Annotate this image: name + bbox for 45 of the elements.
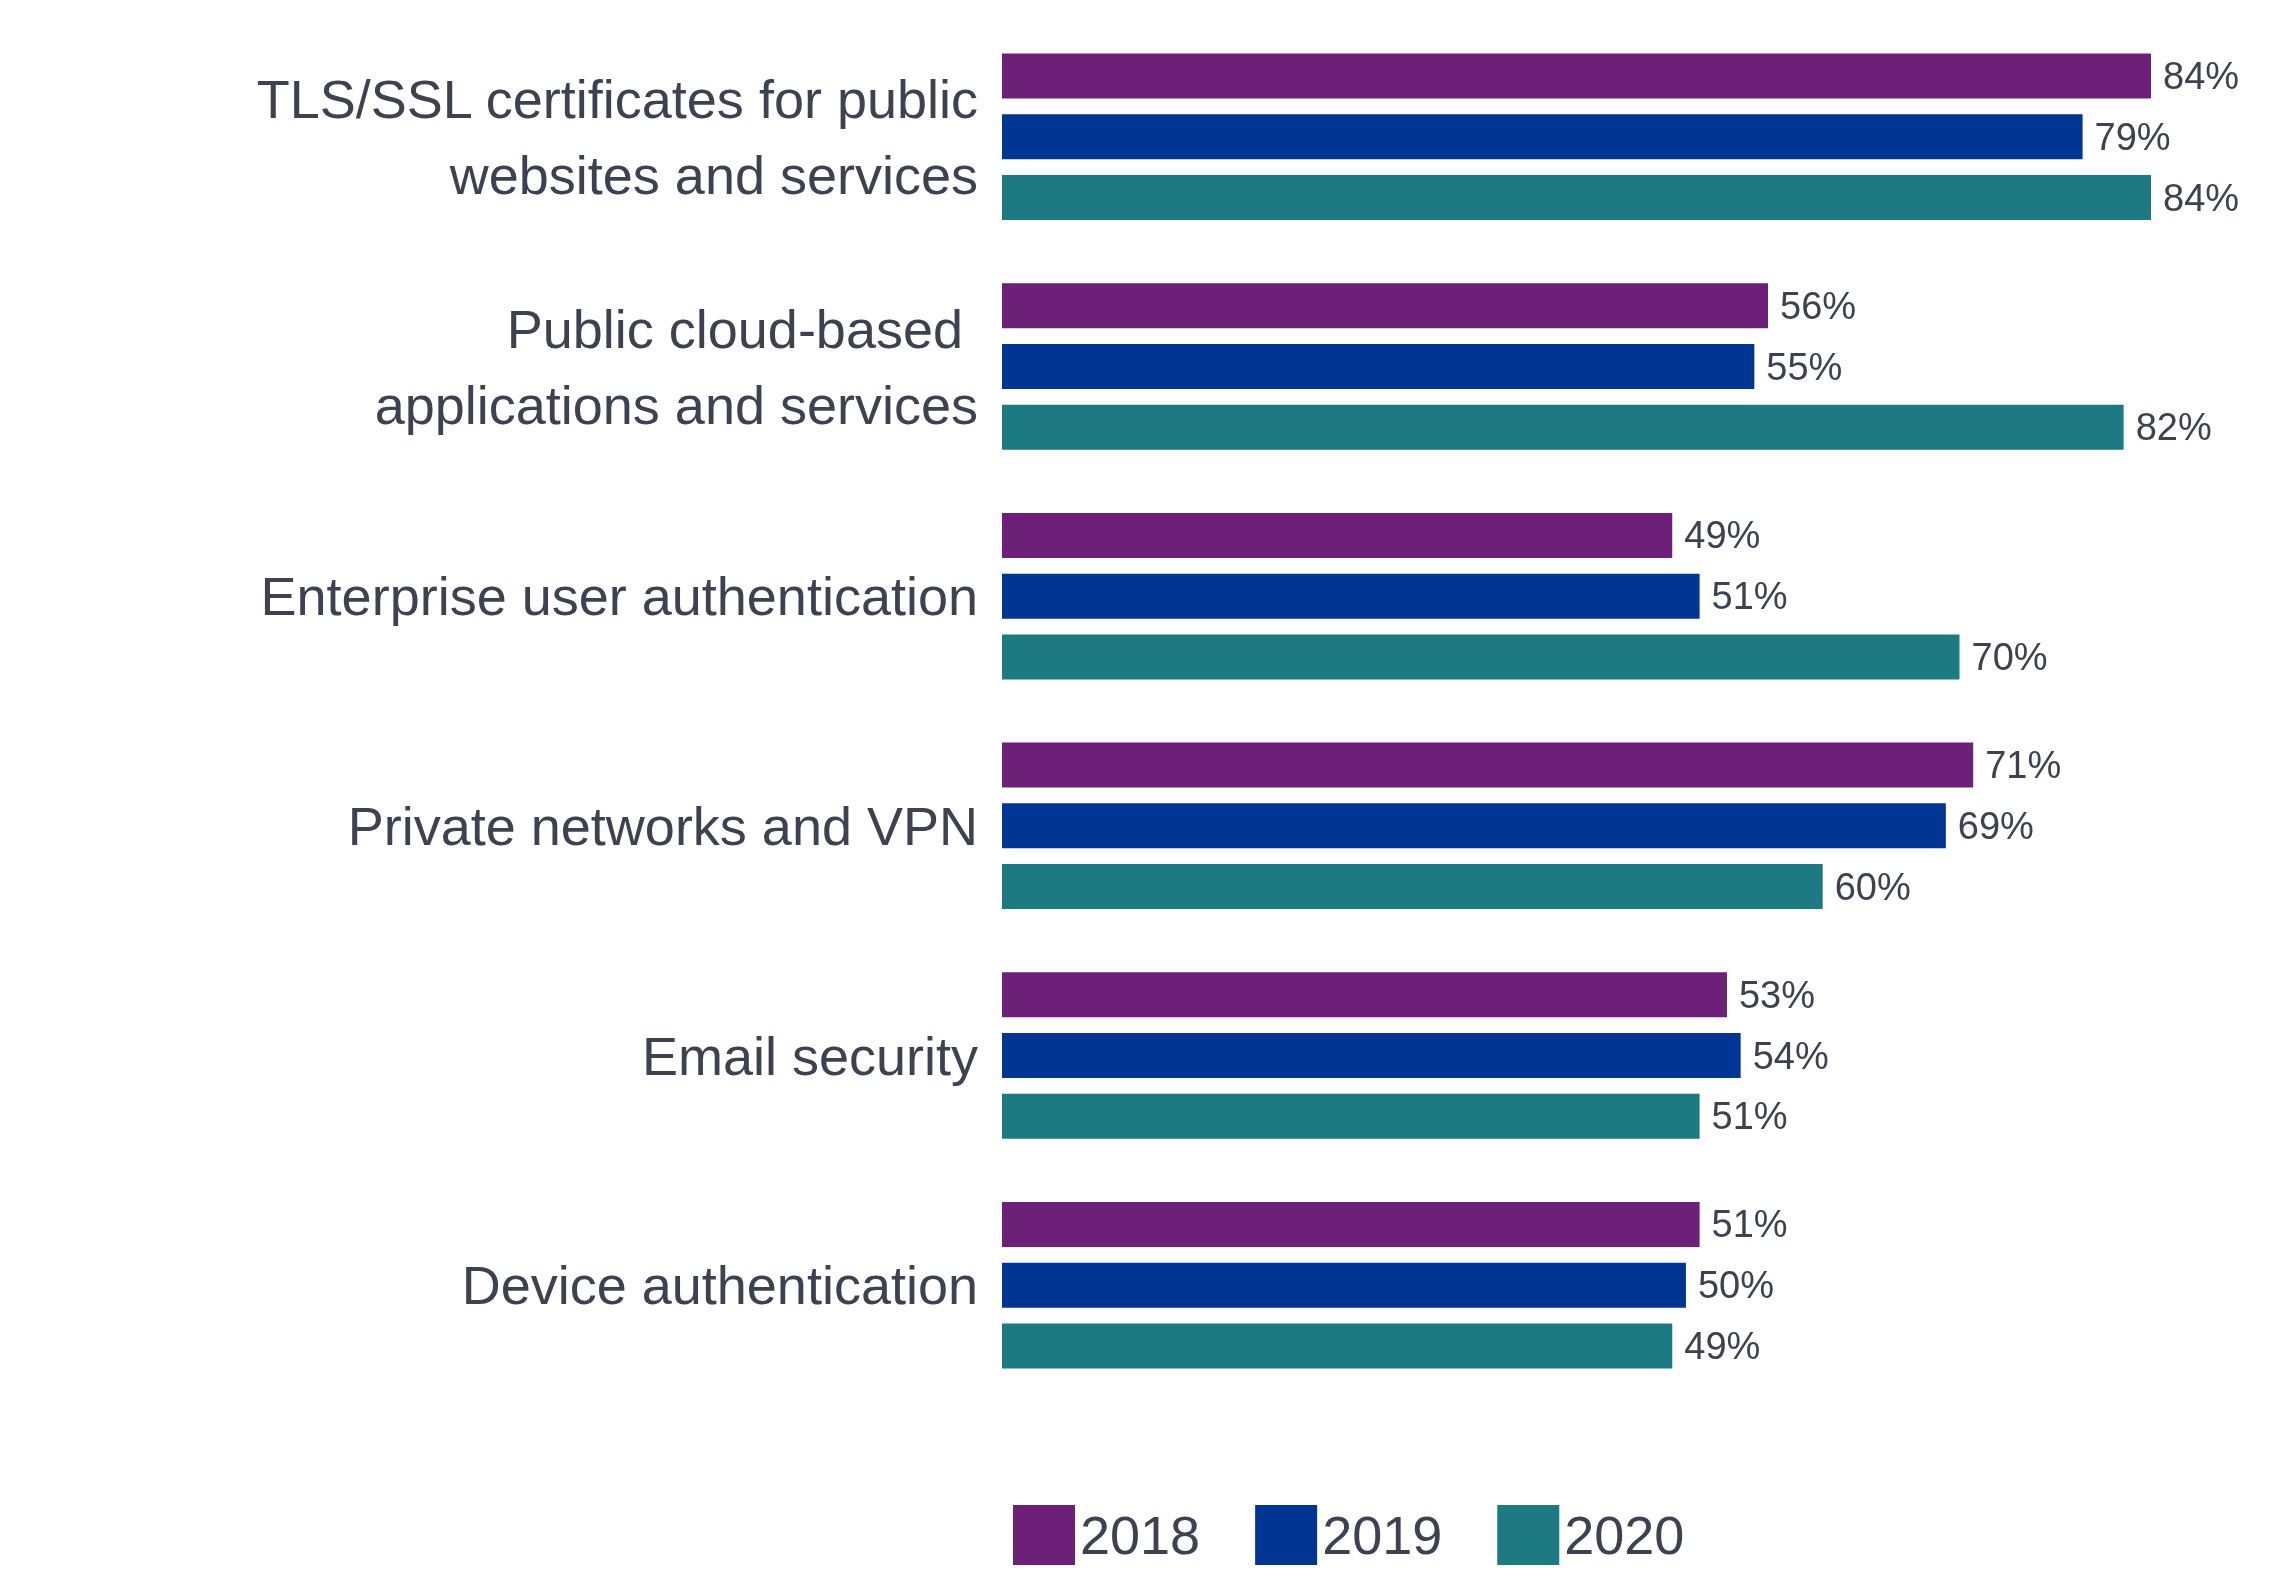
legend-label: 2019	[1322, 1505, 1443, 1565]
y-tick-label: Enterprise user authentication	[260, 566, 978, 627]
data-label: 56%	[1780, 284, 1857, 327]
bar	[1002, 114, 2083, 160]
data-label: 60%	[1834, 865, 1911, 908]
data-label: 69%	[1957, 804, 2034, 847]
bar	[1002, 283, 1768, 329]
bar	[1002, 1201, 1700, 1247]
data-label: 50%	[1697, 1264, 1774, 1307]
y-tick-label: Public cloud-based applications and services	[374, 298, 978, 435]
data-label: 51%	[1711, 1203, 1788, 1246]
bar	[1002, 864, 1823, 910]
data-label: 71%	[1985, 744, 2062, 787]
bar	[1002, 175, 2151, 221]
bar	[1002, 404, 2124, 450]
data-label: 79%	[2094, 115, 2171, 158]
y-tick-label: Private networks and VPN	[347, 795, 978, 856]
bar	[1002, 1093, 1700, 1139]
data-label: 49%	[1684, 1324, 1761, 1367]
bar	[1002, 742, 1974, 788]
data-label: 70%	[1971, 635, 2048, 678]
data-label: 53%	[1738, 973, 1816, 1016]
data-label: 54%	[1752, 1034, 1829, 1077]
bar	[1002, 1262, 1686, 1308]
bar	[1002, 53, 2151, 99]
bar	[1002, 634, 1960, 680]
data-label: 82%	[2135, 406, 2212, 449]
bar	[1002, 573, 1700, 619]
legend-label: 2020	[1564, 1505, 1685, 1565]
data-label: 84%	[2163, 176, 2240, 219]
data-label: 51%	[1711, 1095, 1788, 1138]
bar	[1002, 803, 1946, 849]
bar	[1002, 972, 1727, 1018]
y-tick-label: Email security	[641, 1025, 978, 1086]
bar	[1002, 1033, 1741, 1078]
y-tick-label: TLS/SSL certificates for public websites and services	[256, 68, 978, 205]
data-label: 51%	[1711, 575, 1788, 618]
y-tick-label: Device authentication	[461, 1255, 978, 1316]
bar	[1002, 512, 1673, 558]
data-label: 49%	[1684, 514, 1761, 557]
data-label: 84%	[2163, 55, 2240, 98]
bar	[1002, 1323, 1673, 1369]
data-label: 55%	[1766, 345, 1843, 388]
bar	[1002, 344, 1755, 389]
legend-label: 2018	[1080, 1505, 1201, 1565]
